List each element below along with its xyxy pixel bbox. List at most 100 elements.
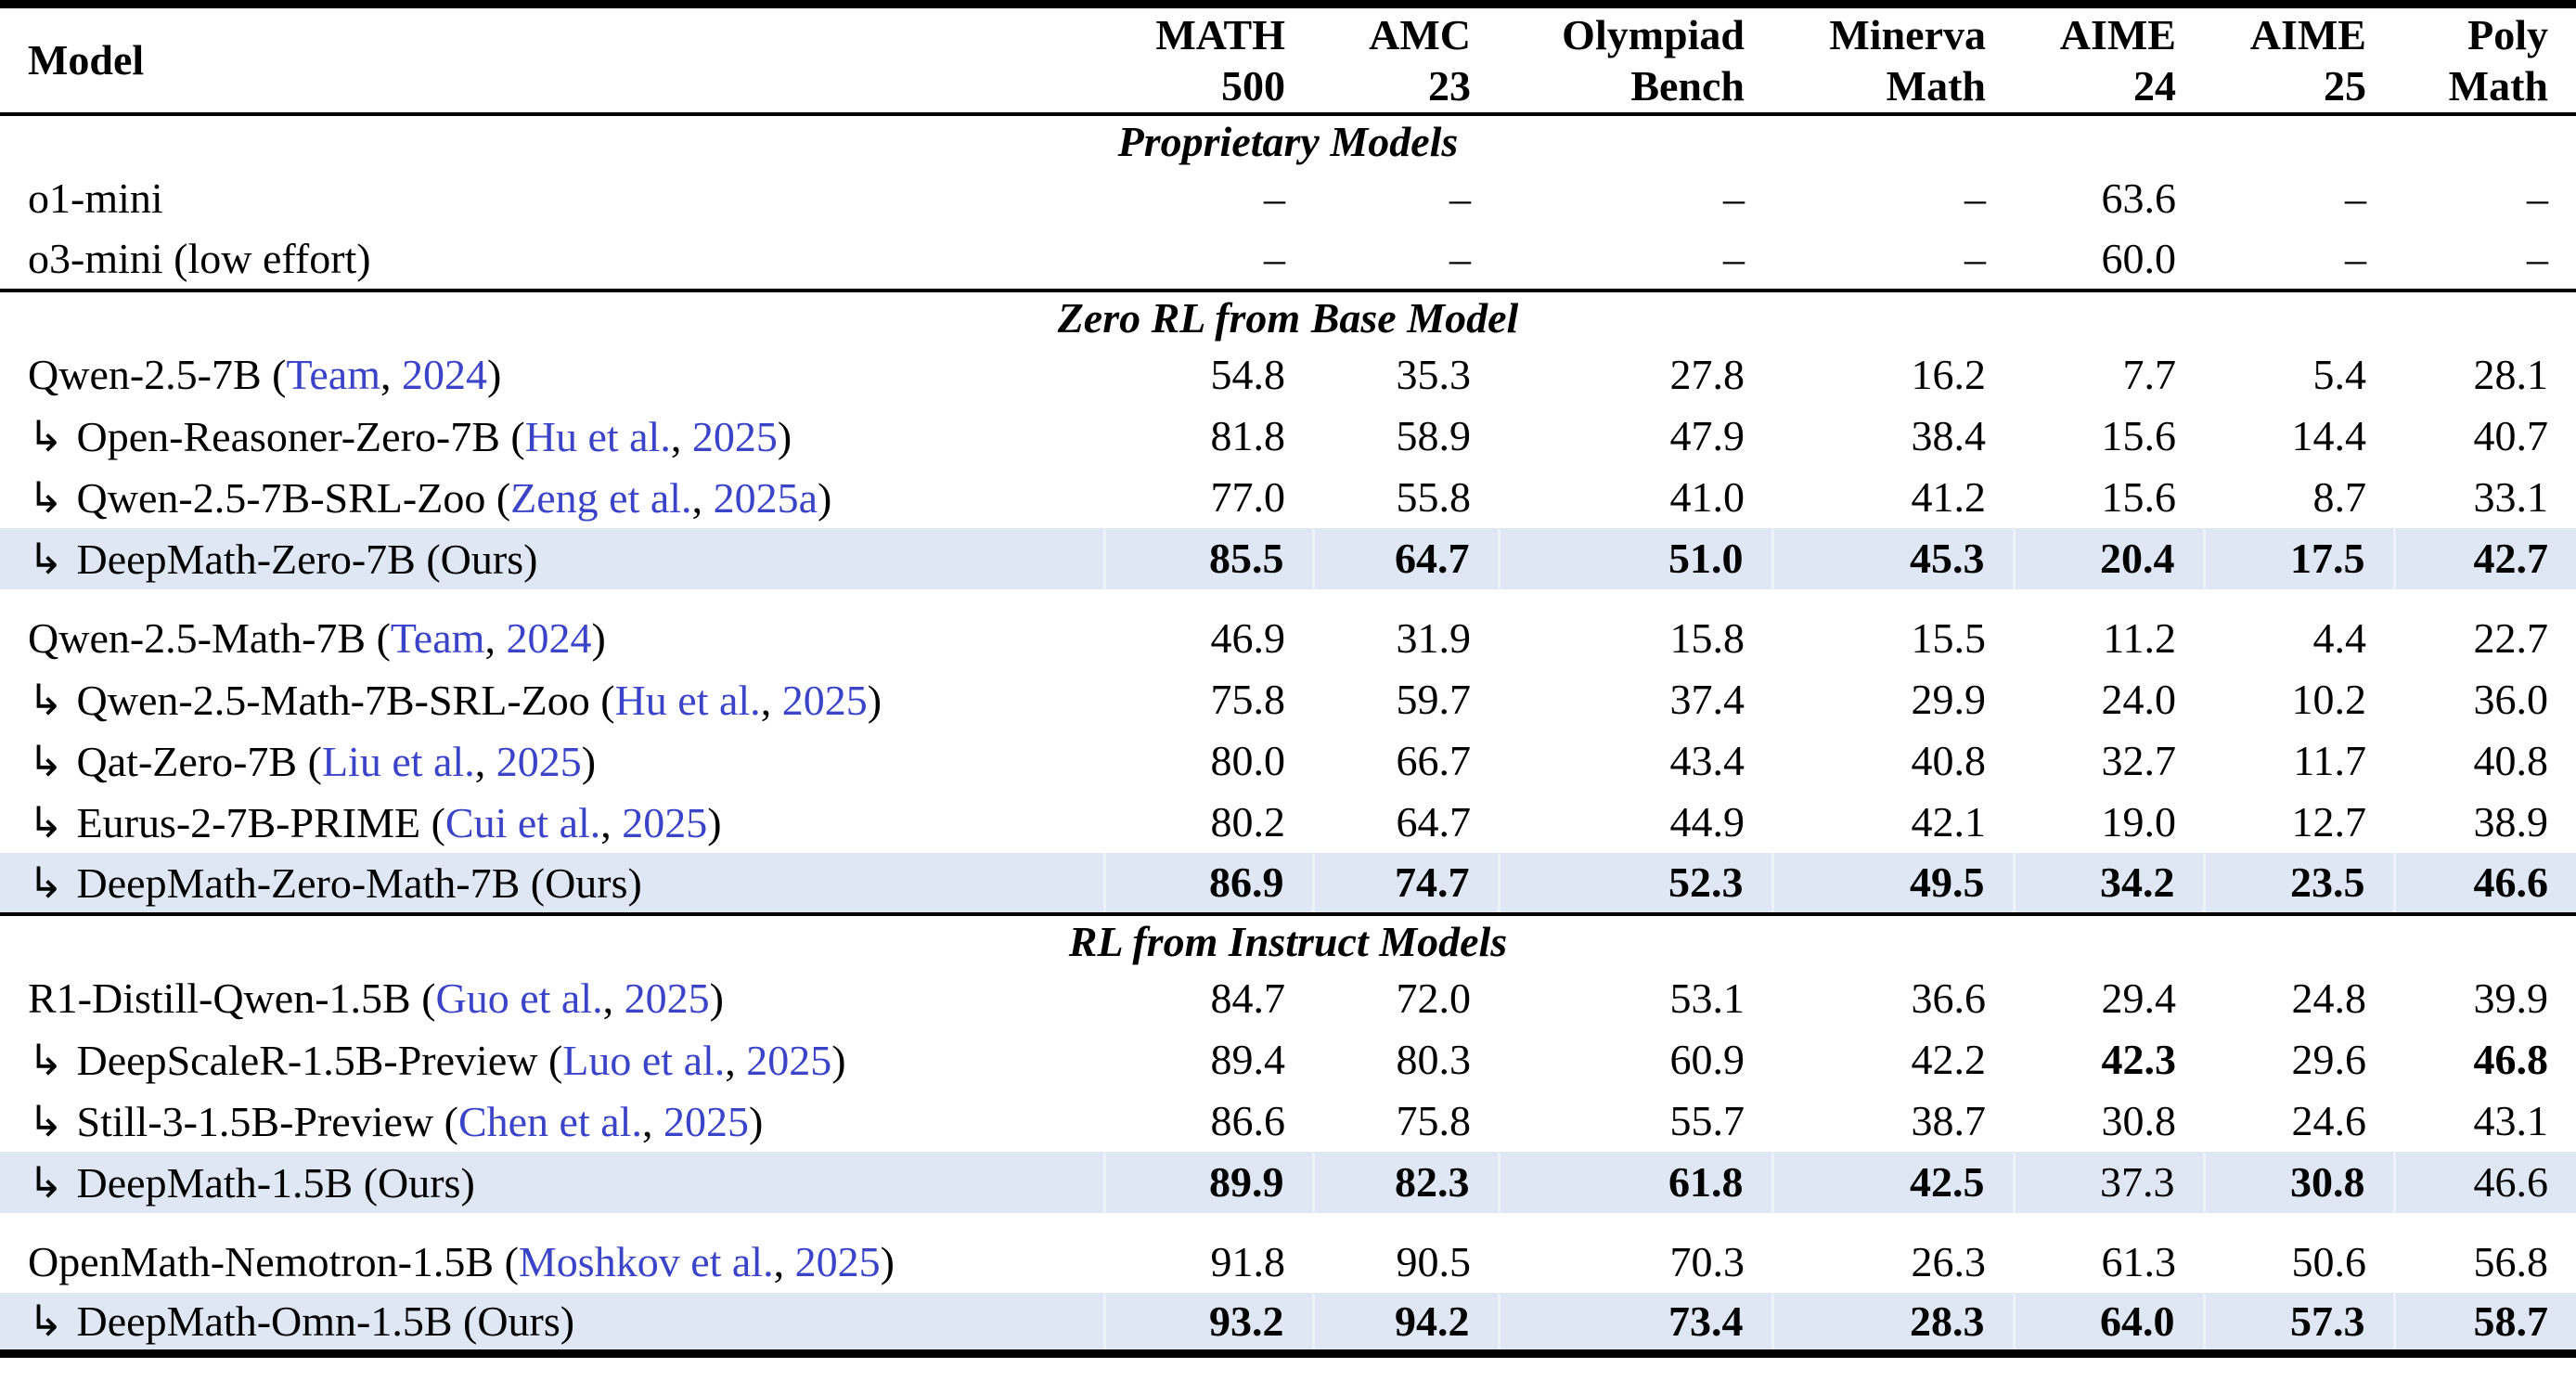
citation-separator: , xyxy=(380,351,403,398)
citation-author-link[interactable]: Team xyxy=(286,351,381,398)
citation-author-link[interactable]: Luo et al. xyxy=(562,1036,726,1084)
model-name: Qwen-2.5-7B-SRL-Zoo ( xyxy=(76,473,511,522)
header-row: Model MATH 500 AMC 23 Olympiad Bench Minerva Ma… xyxy=(0,5,2576,114)
citation-author-link[interactable]: Guo et al. xyxy=(435,974,603,1022)
score-cell: 24.6 xyxy=(2291,1097,2367,1144)
model-name-cell: ↳ Still-3-1.5B-Preview (Chen et al., 2025… xyxy=(0,1091,1104,1152)
model-name-cell: ↳ Eurus-2-7B-PRIME (Cui et al., 2025) xyxy=(0,792,1104,853)
score-cell: 77.0 xyxy=(1210,473,1286,521)
score-cell: 27.8 xyxy=(1669,351,1745,398)
score-cell: 14.4 xyxy=(2291,412,2367,459)
score-cell: 19.0 xyxy=(2101,798,2177,845)
table-row: OpenMath-Nemotron-1.5B (Moshkov et al., … xyxy=(0,1232,2576,1293)
citation-year-link[interactable]: 2025 xyxy=(794,1238,881,1285)
citation-year-link[interactable]: 2025 xyxy=(496,737,582,785)
table-row: Qwen-2.5-Math-7B (Team, 2024) 46.9 31.9 15.… xyxy=(0,608,2576,669)
score-cell: 64.7 xyxy=(1311,527,1499,589)
score-cell: 15.6 xyxy=(2101,412,2177,459)
score-cell: 17.5 xyxy=(2202,527,2394,589)
score-cell: 26.3 xyxy=(1911,1238,1987,1285)
column-header-line1: Minerva xyxy=(1829,10,1986,58)
group-spacer-cell xyxy=(0,1213,2576,1232)
table-row: ↳ Eurus-2-7B-PRIME (Cui et al., 2025) 80.2… xyxy=(0,792,2576,853)
citation-year-link[interactable]: 2025 xyxy=(663,1097,749,1145)
score-cell: 38.9 xyxy=(2473,798,2549,845)
citation-separator: , xyxy=(602,974,625,1022)
column-header-line1: AIME xyxy=(2249,10,2366,58)
section-header-row: Zero RL from Base Model xyxy=(0,288,2576,344)
score-cell: 75.8 xyxy=(1210,676,1286,723)
score-cell: 51.0 xyxy=(1497,527,1772,589)
score-cell: 54.8 xyxy=(1210,351,1286,398)
score-cell: 94.2 xyxy=(1311,1292,1499,1357)
citation-author-link[interactable]: Cui et al. xyxy=(444,798,601,846)
score-cell: 80.0 xyxy=(1210,737,1286,784)
citation-separator: , xyxy=(773,1238,795,1285)
score-cell: 64.0 xyxy=(2012,1292,2204,1357)
citation-year-link[interactable]: 2025 xyxy=(781,676,868,724)
citation-year-link[interactable]: 2025 xyxy=(622,798,708,846)
table-row: o3-mini (low effort) – – – – 60.0 – – xyxy=(0,229,2576,290)
model-name-cell: ↳ Open-Reasoner-Zero-7B (Hu et al., 2025) xyxy=(0,406,1104,467)
score-cell: 86.9 xyxy=(1102,852,1313,914)
citation-year-link[interactable]: 2025a xyxy=(713,473,818,522)
citation-author-link[interactable]: Chen et al. xyxy=(457,1097,642,1145)
column-header-line2: 24 xyxy=(2133,61,2176,110)
score-cell: 61.8 xyxy=(1497,1151,1772,1213)
table-row: o1-mini – – – – 63.6 – – xyxy=(0,168,2576,229)
score-cell: 29.6 xyxy=(2291,1036,2367,1083)
score-cell: 45.3 xyxy=(1771,527,2014,589)
citation-year-link[interactable]: 2024 xyxy=(506,614,592,662)
column-header-line1: Poly xyxy=(2467,10,2548,58)
citation-author-link[interactable]: Liu et al. xyxy=(321,737,475,785)
column-header-aime-24: AIME 24 xyxy=(2014,5,2204,114)
score-cell: 46.6 xyxy=(2392,852,2576,914)
citation-author-link[interactable]: Zeng et al. xyxy=(510,473,692,522)
score-cell: 42.2 xyxy=(1911,1036,1987,1083)
column-header-model: Model xyxy=(28,36,145,84)
model-name: Still-3-1.5B-Preview ( xyxy=(76,1097,458,1145)
score-cell: 28.1 xyxy=(2473,351,2549,398)
score-cell: 12.7 xyxy=(2291,798,2367,845)
column-header-math-500: MATH 500 xyxy=(1104,5,1313,114)
citation-year-link[interactable]: 2025 xyxy=(624,974,710,1022)
score-cell: 38.4 xyxy=(1911,412,1987,459)
table-row: ↳ DeepMath-Zero-Math-7B (Ours) 86.9 74.7 52.… xyxy=(0,852,2576,914)
model-name-cell: OpenMath-Nemotron-1.5B (Moshkov et al., … xyxy=(0,1232,1104,1293)
column-header-aime-25: AIME 25 xyxy=(2204,5,2394,114)
score-cell: 58.9 xyxy=(1396,412,1472,459)
score-cell: 89.4 xyxy=(1210,1036,1286,1083)
score-cell: 84.7 xyxy=(1210,974,1286,1022)
citation-author-link[interactable]: Hu et al. xyxy=(524,412,671,460)
column-header-poly-math: Poly Math xyxy=(2394,5,2576,114)
score-cell: – xyxy=(1723,174,1745,222)
score-cell: 85.5 xyxy=(1102,527,1313,589)
column-header-amc-23: AMC 23 xyxy=(1313,5,1499,114)
model-name-cell: ↳ DeepMath-1.5B (Ours) xyxy=(0,1151,1104,1213)
score-cell: 46.9 xyxy=(1210,614,1286,662)
score-cell: 55.8 xyxy=(1396,473,1472,521)
indent-arrow-icon: ↳ xyxy=(28,676,64,724)
model-name: Open-Reasoner-Zero-7B ( xyxy=(76,412,525,460)
score-cell: 5.4 xyxy=(2312,351,2367,398)
score-cell: 42.1 xyxy=(1911,798,1987,845)
citation-author-link[interactable]: Team xyxy=(390,614,485,662)
model-name-cell: ↳ DeepMath-Omn-1.5B (Ours) xyxy=(0,1292,1104,1357)
citation-author-link[interactable]: Moshkov et al. xyxy=(518,1238,774,1285)
table-row: ↳ Qwen-2.5-Math-7B-SRL-Zoo (Hu et al., 20… xyxy=(0,669,2576,730)
score-cell: 31.9 xyxy=(1396,614,1472,662)
column-header-line2: 500 xyxy=(1221,61,1285,110)
score-cell: 43.4 xyxy=(1669,737,1745,784)
citation-year-link[interactable]: 2024 xyxy=(402,351,488,398)
citation-year-link[interactable]: 2025 xyxy=(691,412,778,460)
indent-arrow-icon: ↳ xyxy=(28,798,64,846)
score-cell: 15.5 xyxy=(1911,614,1987,662)
score-cell: 29.4 xyxy=(2101,974,2177,1022)
citation-author-link[interactable]: Hu et al. xyxy=(614,676,761,724)
score-cell: 34.2 xyxy=(2012,852,2204,914)
score-cell: 93.2 xyxy=(1102,1292,1313,1357)
score-cell: 40.8 xyxy=(2473,737,2549,784)
score-cell: 73.4 xyxy=(1497,1292,1772,1357)
citation-year-link[interactable]: 2025 xyxy=(746,1036,832,1084)
